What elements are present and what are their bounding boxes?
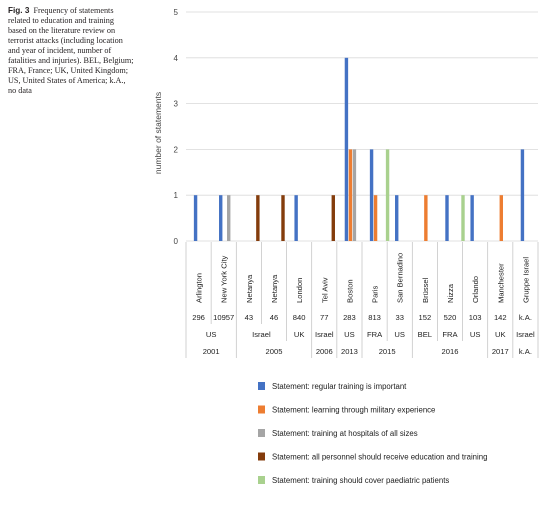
year-label: 2015 bbox=[379, 347, 396, 356]
bar bbox=[193, 195, 198, 241]
legend-swatch bbox=[258, 382, 265, 390]
bar bbox=[344, 57, 349, 241]
country-label: Israel bbox=[252, 330, 271, 339]
legend-swatch bbox=[258, 452, 265, 461]
bar bbox=[499, 195, 503, 241]
bar bbox=[331, 195, 335, 241]
year-label: k.A. bbox=[519, 347, 532, 356]
y-axis-label: number of statements bbox=[153, 92, 163, 174]
casualty-count: 46 bbox=[270, 313, 278, 322]
bar bbox=[348, 149, 353, 241]
category-label: London bbox=[295, 278, 304, 303]
category-label: Brüssel bbox=[421, 277, 430, 303]
bars bbox=[193, 57, 525, 241]
bar bbox=[424, 195, 428, 241]
legend-label: Statement: training should cover paediat… bbox=[272, 476, 449, 485]
category-label: Manchester bbox=[496, 263, 505, 303]
year-label: 2013 bbox=[341, 347, 358, 356]
bar bbox=[385, 149, 390, 241]
bar bbox=[227, 195, 231, 241]
category-label: San Bernadino bbox=[396, 253, 405, 303]
category-label: Netanya bbox=[245, 274, 254, 303]
y-tick-label: 1 bbox=[174, 191, 179, 200]
category-label: Orlando bbox=[471, 276, 480, 303]
casualty-count: 77 bbox=[320, 313, 328, 322]
figure-caption: Fig. 3 Frequency of statements related t… bbox=[8, 6, 134, 96]
y-tick-label: 0 bbox=[174, 237, 179, 246]
legend-swatch bbox=[258, 429, 265, 437]
legend-label: Statement: all personnel should receive … bbox=[272, 453, 487, 462]
casualty-count: 43 bbox=[245, 313, 253, 322]
country-label: FRA bbox=[367, 330, 383, 339]
bar bbox=[395, 195, 399, 241]
year-label: 2016 bbox=[442, 347, 459, 356]
bar bbox=[219, 195, 223, 241]
casualty-count: 840 bbox=[293, 313, 306, 322]
category-label: Netanya bbox=[270, 274, 279, 303]
legend-swatch bbox=[258, 405, 265, 414]
bar bbox=[461, 195, 465, 241]
legend-label: Statement: training at hospitals of all … bbox=[272, 429, 418, 438]
country-label: FRA bbox=[442, 330, 458, 339]
casualty-count: 142 bbox=[494, 313, 507, 322]
casualty-count: k.A. bbox=[519, 313, 532, 322]
country-label: US bbox=[344, 330, 355, 339]
country-label: US bbox=[470, 330, 481, 339]
category-label: Boston bbox=[345, 279, 354, 303]
category-label: Arlington bbox=[195, 273, 204, 303]
country-label: UK bbox=[294, 330, 305, 339]
figure-label: Fig. 3 bbox=[8, 6, 30, 15]
legend-label: Statement: regular training is important bbox=[272, 382, 407, 391]
category-table: Arlington New York City Netanya Netanya Lond… bbox=[185, 242, 539, 358]
y-tick-label: 3 bbox=[174, 100, 179, 109]
casualty-count: 296 bbox=[192, 313, 205, 322]
year-label: 2001 bbox=[203, 347, 220, 356]
casualty-count: 103 bbox=[469, 313, 482, 322]
casualty-count: 283 bbox=[343, 313, 356, 322]
bar bbox=[520, 149, 525, 241]
country-label: Israel bbox=[516, 330, 535, 339]
legend-swatch bbox=[258, 476, 265, 484]
bar bbox=[281, 195, 285, 241]
bar bbox=[352, 149, 357, 241]
y-tick-label: 5 bbox=[174, 8, 179, 17]
category-label: Tel Aviv bbox=[320, 277, 329, 303]
bar bbox=[294, 195, 298, 241]
casualty-count: 813 bbox=[368, 313, 381, 322]
bar bbox=[373, 195, 378, 241]
casualty-count: 33 bbox=[395, 313, 403, 322]
y-tick-label: 2 bbox=[174, 145, 179, 154]
y-axis-ticks: 0 1 2 3 4 5 bbox=[174, 8, 179, 246]
casualty-count: 520 bbox=[444, 313, 457, 322]
year-label: 2017 bbox=[492, 347, 509, 356]
category-label: Nizza bbox=[446, 283, 455, 303]
year-label: 2005 bbox=[266, 347, 283, 356]
legend: Statement: regular training is important… bbox=[258, 382, 487, 485]
country-label: US bbox=[206, 330, 217, 339]
category-label: Gruppe Israel bbox=[521, 257, 530, 303]
bar bbox=[369, 149, 374, 241]
country-label: US bbox=[394, 330, 405, 339]
country-label: BEL bbox=[418, 330, 432, 339]
gridlines bbox=[186, 11, 538, 242]
country-label: UK bbox=[495, 330, 506, 339]
category-label: Paris bbox=[371, 285, 380, 303]
casualty-count: 152 bbox=[419, 313, 432, 322]
country-label: Israel bbox=[315, 330, 334, 339]
casualty-count: 10957 bbox=[213, 313, 234, 322]
bar bbox=[445, 195, 449, 241]
category-label: New York City bbox=[220, 256, 229, 303]
legend-label: Statement: learning through military exp… bbox=[272, 406, 435, 415]
caption-text: Frequency of statements related to educa… bbox=[8, 6, 134, 95]
year-label: 2006 bbox=[316, 347, 333, 356]
y-tick-label: 4 bbox=[174, 54, 179, 63]
bar bbox=[470, 195, 474, 241]
bar bbox=[256, 195, 260, 241]
